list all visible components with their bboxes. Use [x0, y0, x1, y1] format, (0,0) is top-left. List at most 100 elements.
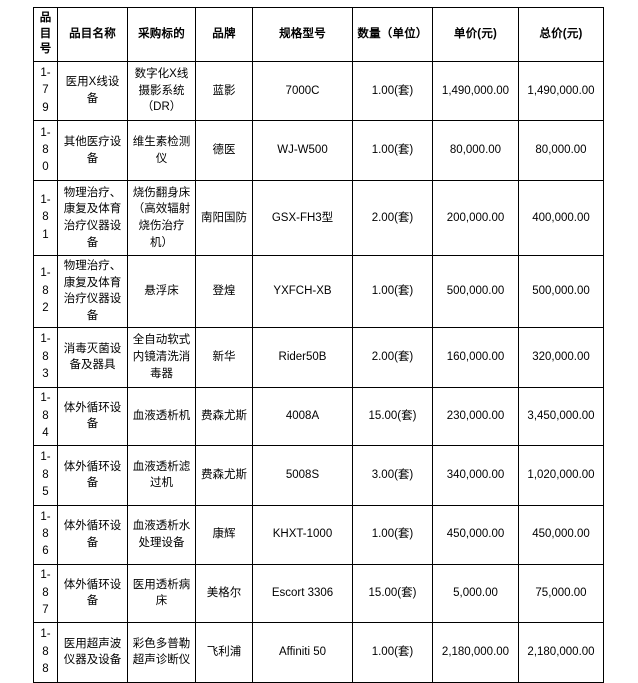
cell-item-name: 医用X线设备 [57, 61, 128, 121]
cell-procurement-target: 血液透析水处理设备 [127, 504, 196, 565]
cell-procurement-target: 血液透析滤过机 [127, 444, 196, 506]
cell-model: 5008S [252, 444, 353, 506]
table-header-row: 品目号 品目名称 采购标的 品牌 规格型号 数量（单位） 单价(元) 总价(元) [33, 7, 604, 62]
cell-item-name: 物理治疗、康复及体育治疗仪器设备 [57, 255, 128, 328]
table-row: 1-83 消毒灭菌设备及器具 全自动软式内镜清洗消毒器 新华 Rider50B … [33, 326, 604, 388]
cell-total-price: 80,000.00 [518, 120, 604, 181]
cell-unit-price: 5,000.00 [432, 563, 519, 623]
cell-total-price: 2,180,000.00 [518, 621, 604, 683]
cell-brand: 蓝影 [195, 61, 253, 121]
cell-quantity: 1.00(套) [352, 255, 433, 328]
cell-quantity: 1.00(套) [352, 120, 433, 181]
cell-procurement-target: 悬浮床 [127, 255, 196, 328]
column-header-unit-price: 单价(元) [432, 7, 519, 62]
column-header-quantity-unit: 数量（单位） [352, 7, 433, 62]
cell-item-name: 物理治疗、康复及体育治疗仪器设备 [57, 180, 128, 256]
table-row: 1-88 医用超声波仪器及设备 彩色多普勒超声诊断仪 飞利浦 Affiniti … [33, 621, 604, 683]
cell-total-price: 320,000.00 [518, 326, 604, 388]
cell-item-number: 1-85 [33, 444, 58, 506]
cell-brand: 登煌 [195, 255, 253, 328]
cell-item-number: 1-81 [33, 180, 58, 256]
cell-brand: 费森尤斯 [195, 444, 253, 506]
cell-procurement-target: 血液透析机 [127, 386, 196, 446]
cell-brand: 飞利浦 [195, 621, 253, 683]
column-header-item-number: 品目号 [33, 7, 58, 62]
cell-total-price: 1,490,000.00 [518, 61, 604, 121]
column-header-procurement-target: 采购标的 [127, 7, 196, 62]
cell-unit-price: 80,000.00 [432, 120, 519, 181]
column-header-item-number-label: 品目号 [39, 12, 52, 56]
cell-procurement-target: 维生素检测仪 [127, 120, 196, 181]
cell-unit-price: 1,490,000.00 [432, 61, 519, 121]
cell-item-name: 医用超声波仪器及设备 [57, 621, 128, 683]
cell-unit-price: 450,000.00 [432, 504, 519, 565]
cell-total-price: 400,000.00 [518, 180, 604, 256]
table-row: 1-86 体外循环设备 血液透析水处理设备 康辉 KHXT-1000 1.00(… [33, 504, 604, 565]
cell-model: GSX-FH3型 [252, 180, 353, 256]
cell-quantity: 2.00(套) [352, 180, 433, 256]
cell-model: Affiniti 50 [252, 621, 353, 683]
cell-item-name: 体外循环设备 [57, 563, 128, 623]
cell-item-number: 1-80 [33, 120, 58, 181]
cell-total-price: 3,450,000.00 [518, 386, 604, 446]
cell-item-name: 体外循环设备 [57, 386, 128, 446]
cell-unit-price: 200,000.00 [432, 180, 519, 256]
cell-model: YXFCH-XB [252, 255, 353, 328]
table-row: 1-85 体外循环设备 血液透析滤过机 费森尤斯 5008S 3.00(套) 3… [33, 444, 604, 506]
table-body: 1-79 医用X线设备 数字化X线摄影系统（DR） 蓝影 7000C 1.00(… [33, 61, 604, 683]
cell-item-name: 消毒灭菌设备及器具 [57, 326, 128, 388]
procurement-items-table: 品目号 品目名称 采购标的 品牌 规格型号 数量（单位） 单价(元) 总价(元)… [33, 7, 604, 683]
table-header: 品目号 品目名称 采购标的 品牌 规格型号 数量（单位） 单价(元) 总价(元) [33, 7, 604, 62]
column-header-brand: 品牌 [195, 7, 253, 62]
cell-item-number: 1-87 [33, 563, 58, 623]
cell-unit-price: 160,000.00 [432, 326, 519, 388]
cell-unit-price: 500,000.00 [432, 255, 519, 328]
cell-quantity: 15.00(套) [352, 386, 433, 446]
table-row: 1-79 医用X线设备 数字化X线摄影系统（DR） 蓝影 7000C 1.00(… [33, 61, 604, 121]
cell-model: 7000C [252, 61, 353, 121]
cell-brand: 新华 [195, 326, 253, 388]
table-row: 1-81 物理治疗、康复及体育治疗仪器设备 烧伤翻身床（高效辐射烧伤治疗机） 南… [33, 180, 604, 256]
cell-total-price: 1,020,000.00 [518, 444, 604, 506]
cell-model: Rider50B [252, 326, 353, 388]
cell-quantity: 15.00(套) [352, 563, 433, 623]
cell-brand: 德医 [195, 120, 253, 181]
cell-item-name: 体外循环设备 [57, 504, 128, 565]
cell-unit-price: 230,000.00 [432, 386, 519, 446]
column-header-specification-model: 规格型号 [252, 7, 353, 62]
cell-item-number: 1-84 [33, 386, 58, 446]
document-page: 品目号 品目名称 采购标的 品牌 规格型号 数量（单位） 单价(元) 总价(元)… [33, 7, 604, 683]
cell-procurement-target: 彩色多普勒超声诊断仪 [127, 621, 196, 683]
cell-total-price: 450,000.00 [518, 504, 604, 565]
cell-brand: 费森尤斯 [195, 386, 253, 446]
column-header-total-price: 总价(元) [518, 7, 604, 62]
cell-quantity: 1.00(套) [352, 61, 433, 121]
table-row: 1-87 体外循环设备 医用透析病床 美格尔 Escort 3306 15.00… [33, 563, 604, 623]
cell-brand: 康辉 [195, 504, 253, 565]
cell-procurement-target: 全自动软式内镜清洗消毒器 [127, 326, 196, 388]
table-row: 1-84 体外循环设备 血液透析机 费森尤斯 4008A 15.00(套) 23… [33, 386, 604, 446]
cell-item-name: 其他医疗设备 [57, 120, 128, 181]
cell-model: WJ-W500 [252, 120, 353, 181]
cell-procurement-target: 烧伤翻身床（高效辐射烧伤治疗机） [127, 180, 196, 256]
cell-quantity: 1.00(套) [352, 504, 433, 565]
table-row: 1-80 其他医疗设备 维生素检测仪 德医 WJ-W500 1.00(套) 80… [33, 120, 604, 181]
column-header-item-name: 品目名称 [57, 7, 128, 62]
cell-brand: 南阳国防 [195, 180, 253, 256]
cell-unit-price: 2,180,000.00 [432, 621, 519, 683]
cell-quantity: 1.00(套) [352, 621, 433, 683]
cell-model: KHXT-1000 [252, 504, 353, 565]
cell-unit-price: 340,000.00 [432, 444, 519, 506]
cell-procurement-target: 数字化X线摄影系统（DR） [127, 61, 196, 121]
cell-item-number: 1-88 [33, 621, 58, 683]
cell-total-price: 75,000.00 [518, 563, 604, 623]
cell-item-number: 1-86 [33, 504, 58, 565]
cell-item-number: 1-82 [33, 255, 58, 328]
cell-model: Escort 3306 [252, 563, 353, 623]
cell-item-name: 体外循环设备 [57, 444, 128, 506]
cell-total-price: 500,000.00 [518, 255, 604, 328]
cell-brand: 美格尔 [195, 563, 253, 623]
cell-model: 4008A [252, 386, 353, 446]
cell-procurement-target: 医用透析病床 [127, 563, 196, 623]
cell-quantity: 3.00(套) [352, 444, 433, 506]
